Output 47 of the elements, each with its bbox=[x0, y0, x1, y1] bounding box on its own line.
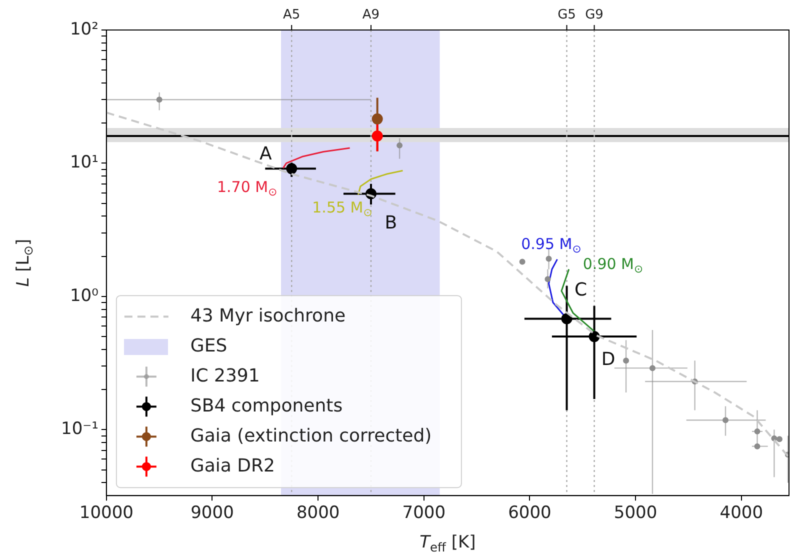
point bbox=[649, 365, 656, 372]
annotation: A bbox=[259, 143, 272, 164]
series-label: 0.90 M⊙ bbox=[582, 255, 644, 276]
point bbox=[623, 358, 630, 364]
y-tick-label: 10⁰ bbox=[70, 286, 99, 306]
x-tick-label: 10000 bbox=[79, 503, 134, 524]
point bbox=[372, 113, 383, 124]
legend-label: Gaia DR2 bbox=[190, 455, 275, 476]
x-tick-label: 9000 bbox=[190, 503, 234, 524]
ref-line-label: G5 bbox=[558, 7, 576, 22]
annotation: D bbox=[601, 349, 616, 370]
point bbox=[722, 417, 729, 424]
ref-line-label: A5 bbox=[283, 7, 300, 22]
legend-label: IC 2391 bbox=[190, 365, 260, 386]
ref-line-label: G9 bbox=[585, 7, 604, 22]
band-label: GES bbox=[190, 335, 228, 356]
y-tick-label: 10² bbox=[70, 19, 98, 40]
point bbox=[372, 130, 383, 142]
series-label: 1.70 M⊙ bbox=[216, 178, 278, 198]
point bbox=[546, 256, 552, 262]
legend-label: 43 Myr isochrone bbox=[190, 305, 346, 326]
legend-label: Gaia (extinction corrected) bbox=[190, 425, 432, 446]
point bbox=[519, 258, 526, 265]
x-tick-label: 7000 bbox=[402, 503, 446, 524]
point bbox=[588, 331, 600, 342]
point bbox=[544, 276, 551, 282]
y-tick-label: 10¹ bbox=[70, 152, 98, 173]
series-label: 0.95 M⊙ bbox=[521, 235, 582, 256]
series-label: 1.55 M⊙ bbox=[312, 198, 372, 220]
point bbox=[286, 163, 298, 174]
point bbox=[156, 96, 162, 103]
point bbox=[754, 443, 760, 450]
point bbox=[754, 428, 760, 434]
x-tick-label: 6000 bbox=[508, 503, 552, 524]
legend-label: SB4 components bbox=[190, 395, 343, 416]
point bbox=[396, 142, 403, 148]
line-series bbox=[106, 112, 789, 458]
annotation: C bbox=[574, 279, 588, 300]
y-axis-title: L [L⊙] bbox=[13, 238, 36, 287]
ref-line-label: A9 bbox=[362, 7, 380, 22]
y-tick-label: 10⁻¹ bbox=[61, 419, 98, 440]
annotation: B bbox=[384, 212, 398, 234]
x-tick-label: 5000 bbox=[614, 503, 658, 524]
x-tick-label: 8000 bbox=[296, 503, 340, 524]
x-tick-label: 4000 bbox=[720, 503, 764, 524]
point bbox=[561, 313, 572, 324]
point bbox=[776, 436, 782, 442]
